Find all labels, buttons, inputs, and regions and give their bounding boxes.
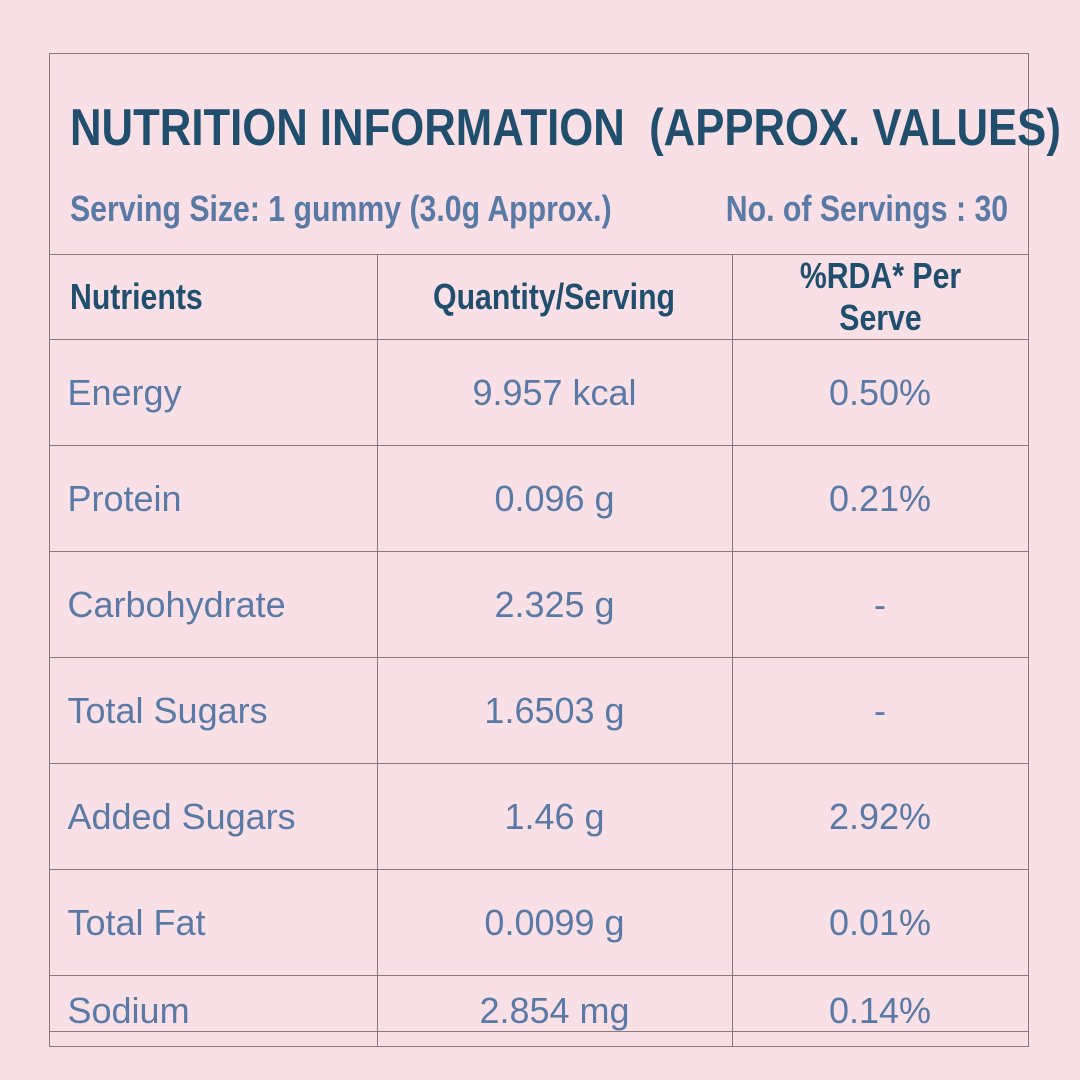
column-header-text: %RDA* Per Serve xyxy=(799,255,961,338)
table-cell: 1.6503 g xyxy=(376,657,733,764)
column-header-text: Quantity/Serving xyxy=(433,276,676,317)
table-cell: Total Fat xyxy=(48,869,378,976)
table-cell: 0.01% xyxy=(731,869,1029,976)
table-cell: 9.957 kcal xyxy=(376,339,733,446)
title: NUTRITION INFORMATION (APPROX. VALUES) xyxy=(70,99,1061,157)
table-cell: 2.92% xyxy=(731,763,1029,870)
table-cell: Energy xyxy=(48,339,378,446)
column-header: Quantity/Serving xyxy=(376,254,733,340)
table-cell: Total Sugars xyxy=(48,657,378,764)
nutrition-panel: NUTRITION INFORMATION (APPROX. VALUES) S… xyxy=(48,53,1061,1047)
table-cell: Protein xyxy=(48,445,378,552)
table-row: Total Fat 0.0099 g 0.01% xyxy=(48,869,1029,976)
table-cell: 0.50% xyxy=(731,339,1029,446)
table-row: Carbohydrate 2.325 g- xyxy=(48,551,1029,658)
serving-size: Serving Size: 1 gummy (3.0g Approx.) xyxy=(70,188,612,229)
table-row: Sodium 2.854 mg 0.14% xyxy=(48,975,1029,1047)
table-row: Protein 0.096 g 0.21% xyxy=(48,445,1029,552)
table-cell: 2.854 mg xyxy=(376,975,733,1047)
table-cell: 0.0099 g xyxy=(376,869,733,976)
column-header: Nutrients xyxy=(48,254,378,340)
table-cell: Carbohydrate xyxy=(48,551,378,658)
table-cell: 2.325 g xyxy=(376,551,733,658)
table-cell: 0.096 g xyxy=(376,445,733,552)
table-cell: 0.21% xyxy=(731,445,1029,552)
column-header: %RDA* Per Serve xyxy=(731,254,1029,340)
table-row: Added Sugars 1.46 g 2.92% xyxy=(48,763,1029,870)
table-cell: 0.14% xyxy=(731,975,1029,1047)
column-header-text: Nutrients xyxy=(69,276,203,317)
table-row: Total Sugars 1.6503 g- xyxy=(48,657,1029,764)
table-cell: Sodium xyxy=(48,975,378,1047)
table-row: Energy 9.957 kcal 0.50% xyxy=(48,339,1029,446)
table-cell: - xyxy=(731,657,1029,764)
table-cell: 1.46 g xyxy=(376,763,733,870)
nutrition-table: Nutrients Quantity/Serving %RDA* Per Serve… xyxy=(48,254,1029,1047)
table-cell: Added Sugars xyxy=(48,763,378,870)
servings: No. of Servings : 30 xyxy=(725,188,1008,229)
table-cell: - xyxy=(731,551,1029,658)
